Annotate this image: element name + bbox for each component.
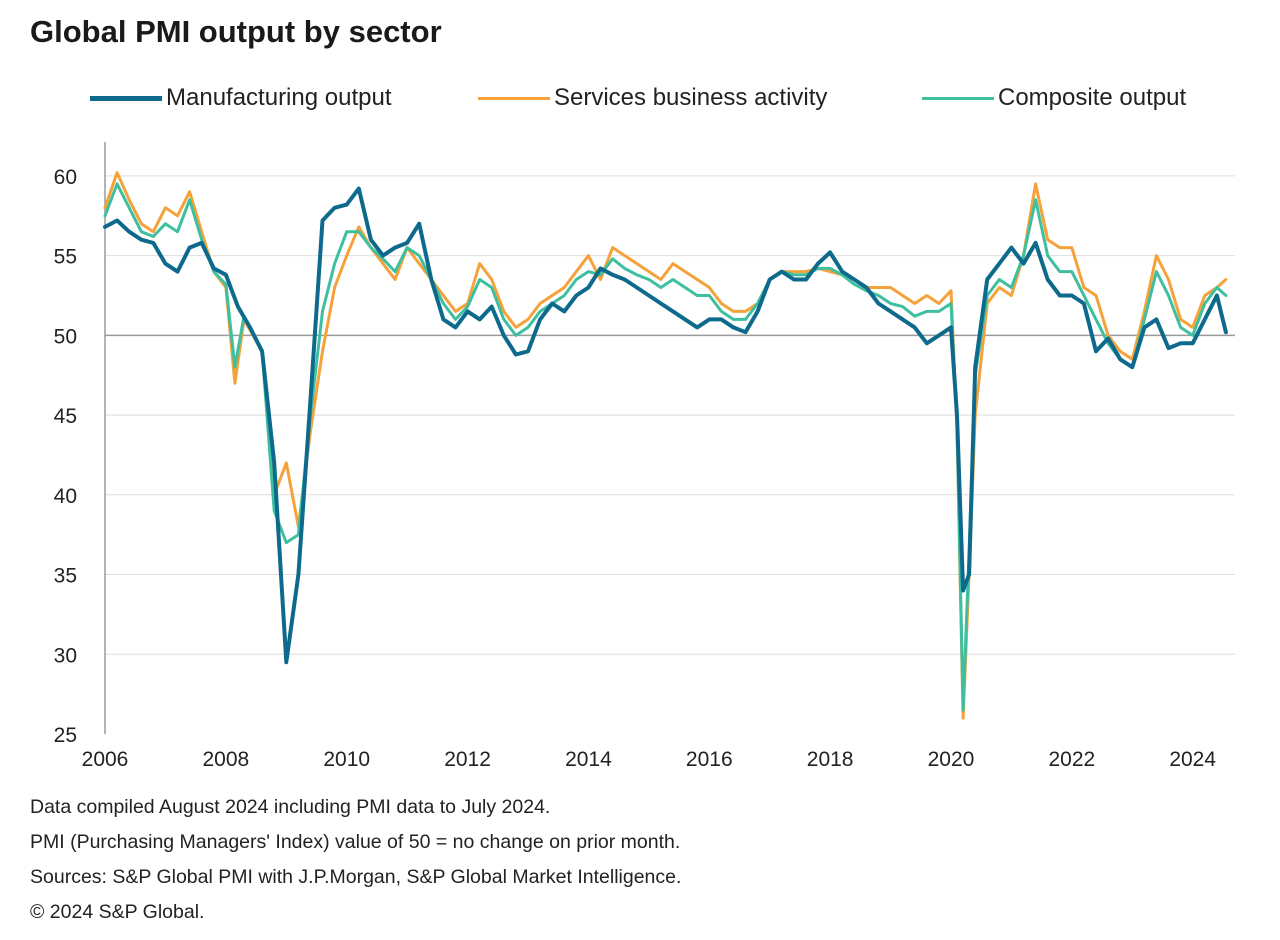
y-tick-label-35: 35 (54, 565, 77, 588)
legend-label-composite: Composite output (998, 84, 1187, 111)
x-tick-label-2020: 2020 (928, 748, 975, 771)
x-tick-label-2008: 2008 (202, 748, 249, 771)
legend: Manufacturing output Services business a… (0, 78, 1280, 118)
legend-item-composite: Composite output (922, 78, 1186, 118)
x-tick-label-2018: 2018 (807, 748, 854, 771)
series-line-manufacturing-output (103, 186, 1228, 665)
note-pmi-definition: PMI (Purchasing Managers' Index) value o… (30, 831, 681, 853)
note-sources: Sources: S&P Global PMI with J.P.Morgan,… (30, 866, 682, 888)
y-tick-label-25: 25 (54, 724, 77, 747)
line-chart: 25 30 35 40 45 50 55 60 2006 2008 2010 2012 2014 2016… (54, 142, 1235, 771)
legend-label-manufacturing: Manufacturing output (166, 84, 392, 111)
y-tick-label-30: 30 (54, 644, 77, 667)
y-tick-label-55: 55 (54, 246, 77, 269)
note-data-compiled: Data compiled August 2024 including PMI … (30, 796, 551, 818)
chart-notes: Data compiled August 2024 including PMI … (30, 790, 681, 930)
y-tick-label-40: 40 (54, 485, 77, 508)
y-tick-label-50: 50 (54, 325, 77, 348)
x-tick-label-2012: 2012 (444, 748, 491, 771)
legend-label-services: Services business activity (554, 84, 828, 111)
legend-swatch-services (478, 96, 550, 100)
legend-swatch-composite (922, 96, 994, 100)
y-tick-label-60: 60 (54, 166, 77, 189)
x-tick-label-2024: 2024 (1169, 748, 1216, 771)
legend-item-services: Services business activity (478, 78, 827, 118)
x-tick-label-2010: 2010 (323, 748, 370, 771)
y-tick-label-45: 45 (54, 405, 77, 428)
series-line-composite-output (103, 182, 1228, 712)
x-tick-label-2006: 2006 (82, 748, 129, 771)
legend-item-manufacturing: Manufacturing output (90, 78, 391, 118)
x-tick-label-2014: 2014 (565, 748, 612, 771)
legend-swatch-manufacturing (90, 95, 162, 101)
x-tick-label-2022: 2022 (1048, 748, 1095, 771)
chart-title: Global PMI output by sector (30, 14, 442, 49)
note-copyright: © 2024 S&P Global. (30, 901, 205, 923)
series-line-services-business-activity (103, 171, 1228, 720)
x-tick-label-2016: 2016 (686, 748, 733, 771)
